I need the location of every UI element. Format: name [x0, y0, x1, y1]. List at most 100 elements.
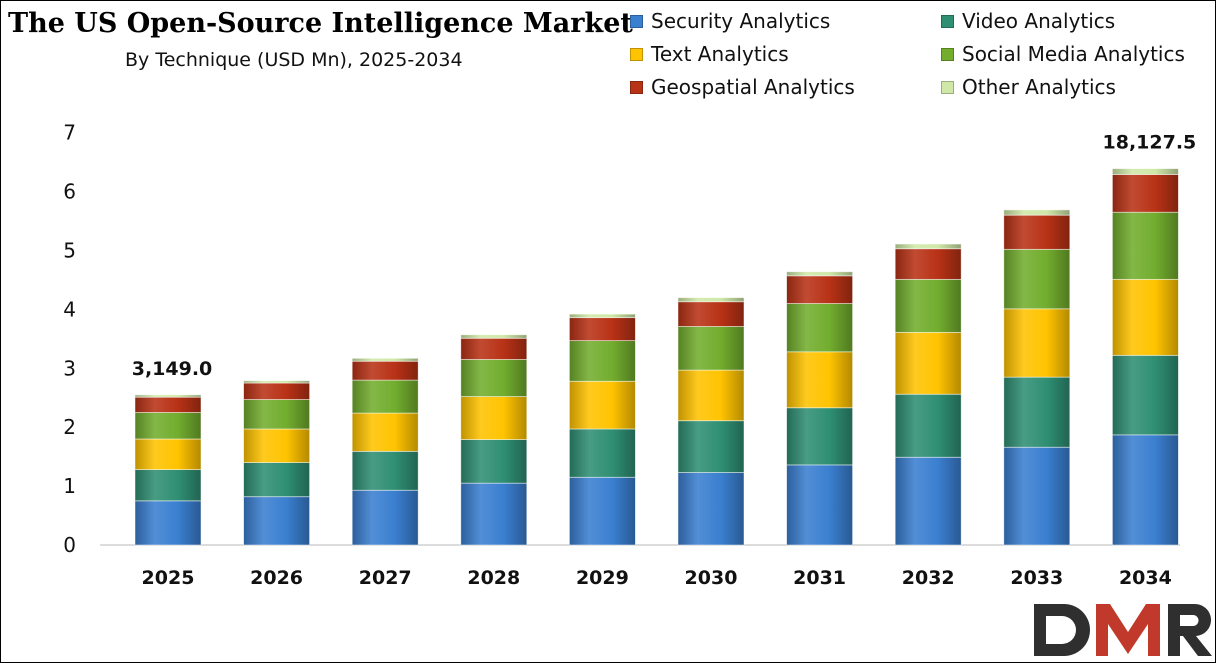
bar-text-analytics-2034	[1112, 278, 1179, 356]
bar-other-analytics-2034	[1112, 168, 1179, 175]
bar-text-analytics-2027	[351, 412, 419, 452]
bar-other-analytics-2028	[460, 334, 528, 339]
bar-geospatial-analytics-2030	[677, 301, 745, 327]
bar-text-analytics-2031	[786, 351, 853, 409]
y-tick-label: 3	[63, 356, 76, 380]
total-label-2034: 18,127.5	[1103, 132, 1197, 154]
bar-geospatial-analytics-2025	[134, 396, 202, 413]
legend-swatch	[630, 80, 643, 94]
y-tick-label: 0	[63, 533, 76, 557]
chart-subtitle: By Technique (USD Mn), 2025-2034	[125, 49, 463, 71]
bar-social-media-analytics-2034	[1112, 211, 1179, 280]
bar-video-analytics-2025	[134, 469, 202, 502]
legend-item-video-analytics: Video Analytics	[941, 9, 1115, 33]
bar-other-analytics-2033	[1003, 209, 1071, 216]
y-tick-label: 4	[63, 297, 76, 321]
bar-social-media-analytics-2030	[677, 326, 745, 371]
x-tick-label: 2034	[1119, 567, 1172, 589]
y-tick-label: 2	[63, 415, 76, 439]
legend-label: Video Analytics	[962, 9, 1116, 33]
bar-security-analytics-2032	[894, 456, 962, 546]
bar-security-analytics-2027	[351, 489, 419, 546]
bar-other-analytics-2025	[134, 394, 202, 398]
bar-geospatial-analytics-2031	[786, 275, 853, 304]
bar-security-analytics-2025	[134, 500, 202, 546]
x-tick-label: 2025	[142, 567, 195, 589]
bar-text-analytics-2026	[243, 428, 311, 463]
bar-video-analytics-2028	[460, 439, 528, 484]
bar-geospatial-analytics-2034	[1112, 174, 1179, 213]
legend-swatch	[630, 47, 643, 61]
bar-other-analytics-2031	[786, 271, 853, 277]
bar-geospatial-analytics-2027	[351, 360, 419, 381]
bar-other-analytics-2029	[569, 313, 636, 319]
bar-geospatial-analytics-2029	[569, 317, 636, 342]
x-tick-label: 2028	[467, 567, 520, 589]
legend-item-social-media-analytics: Social Media Analytics	[941, 42, 1185, 66]
bar-other-analytics-2032	[894, 243, 962, 250]
legend-swatch	[941, 14, 954, 28]
bar-video-analytics-2027	[351, 450, 419, 491]
legend-label: Text Analytics	[651, 42, 789, 66]
plot-area: 0 1 2 3 4 5 6 7 2025 2026 2027 2028 2029 2030 2031 203…	[63, 121, 1197, 589]
bar-social-media-analytics-2032	[894, 278, 962, 333]
bar-video-analytics-2026	[243, 462, 311, 498]
legend-swatch	[630, 14, 643, 28]
bar-social-media-analytics-2025	[134, 412, 202, 440]
bar-video-analytics-2031	[786, 407, 853, 466]
bar-social-media-analytics-2028	[460, 359, 528, 397]
legend-item-text-analytics: Text Analytics	[630, 42, 789, 66]
y-tick-label: 6	[63, 180, 76, 204]
y-tick-label: 5	[63, 239, 76, 263]
bar-security-analytics-2030	[677, 472, 745, 546]
dmr-logo	[1034, 603, 1212, 656]
bar-video-analytics-2034	[1112, 354, 1179, 436]
bar-social-media-analytics-2027	[351, 379, 419, 414]
chart-title: The US Open-Source Intelligence Market	[8, 8, 633, 39]
bar-geospatial-analytics-2032	[894, 248, 962, 280]
legend-swatch	[941, 47, 954, 61]
legend-item-geospatial-analytics: Geospatial Analytics	[630, 75, 855, 99]
bar-video-analytics-2032	[894, 393, 962, 458]
bar-video-analytics-2030	[677, 420, 745, 473]
bar-security-analytics-2033	[1003, 446, 1071, 546]
legend-swatch	[941, 80, 954, 94]
bar-text-analytics-2032	[894, 331, 962, 395]
legend-item-other-analytics: Other Analytics	[941, 75, 1116, 99]
bar-other-analytics-2027	[351, 357, 419, 362]
y-tick-label: 1	[63, 474, 76, 498]
bar-social-media-analytics-2033	[1003, 248, 1071, 310]
legend-label: Security Analytics	[651, 9, 831, 33]
bar-other-analytics-2030	[677, 297, 745, 303]
x-tick-label: 2032	[902, 567, 955, 589]
bar-other-analytics-2026	[243, 380, 311, 384]
bar-security-analytics-2028	[460, 482, 528, 546]
legend-item-security-analytics: Security Analytics	[630, 9, 830, 33]
x-tick-label: 2027	[359, 567, 412, 589]
x-tick-label: 2026	[250, 567, 303, 589]
bar-text-analytics-2029	[569, 380, 636, 430]
bar-social-media-analytics-2029	[569, 340, 636, 382]
legend-label: Social Media Analytics	[962, 42, 1185, 66]
bar-video-analytics-2033	[1003, 376, 1071, 448]
bar-social-media-analytics-2026	[243, 399, 311, 430]
bar-social-media-analytics-2031	[786, 303, 853, 353]
bar-text-analytics-2033	[1003, 308, 1071, 378]
legend-label: Geospatial Analytics	[651, 75, 855, 99]
total-label-2025: 3,149.0	[132, 358, 213, 380]
legend-label: Other Analytics	[962, 75, 1116, 99]
bar-security-analytics-2031	[786, 464, 853, 546]
bar-text-analytics-2028	[460, 396, 528, 440]
bar-geospatial-analytics-2026	[243, 382, 311, 400]
y-tick-label: 7	[63, 121, 76, 145]
bar-security-analytics-2029	[569, 476, 636, 546]
bar-geospatial-analytics-2033	[1003, 214, 1071, 250]
x-tick-label: 2029	[576, 567, 629, 589]
bar-security-analytics-2026	[243, 496, 311, 546]
x-tick-label: 2031	[793, 567, 846, 589]
x-tick-label: 2030	[685, 567, 738, 589]
bar-text-analytics-2030	[677, 369, 745, 422]
x-tick-label: 2033	[1010, 567, 1063, 589]
bar-geospatial-analytics-2028	[460, 337, 528, 360]
bar-security-analytics-2034	[1112, 434, 1179, 546]
